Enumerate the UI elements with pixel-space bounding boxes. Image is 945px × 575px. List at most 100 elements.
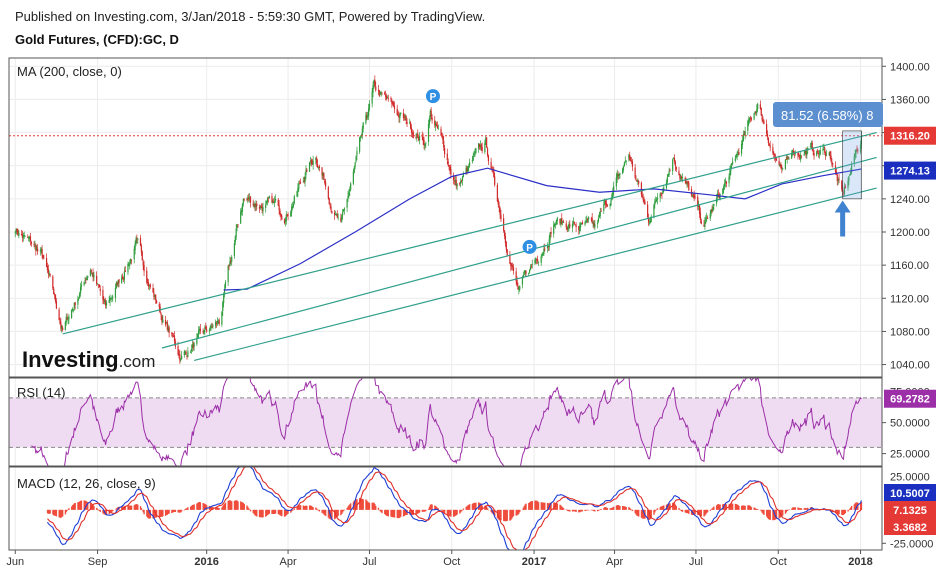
candle — [530, 264, 532, 269]
candle — [349, 186, 351, 197]
candle — [372, 81, 374, 98]
candle — [397, 110, 399, 117]
candle — [575, 222, 577, 232]
candle-body — [65, 316, 67, 323]
histogram-bar — [68, 508, 70, 510]
candle — [434, 115, 436, 128]
histogram-bar — [84, 500, 86, 510]
candle-body — [285, 214, 287, 222]
histogram-bar — [83, 500, 85, 510]
candle — [798, 152, 800, 158]
candle — [705, 215, 707, 225]
candle-body — [366, 116, 368, 117]
candle-body — [712, 206, 714, 211]
candle-body — [541, 254, 543, 256]
histogram-bar — [703, 509, 705, 517]
histogram-bar — [571, 509, 574, 512]
candle-body — [681, 176, 683, 179]
candle — [178, 349, 180, 359]
histogram-bar — [286, 509, 288, 515]
histogram-bar — [766, 509, 769, 518]
candle-body — [816, 151, 818, 156]
histogram-bar — [96, 507, 98, 510]
histogram-bar — [531, 500, 533, 510]
histogram-bar — [468, 504, 470, 510]
candle-body — [667, 174, 669, 177]
candle-body — [61, 327, 63, 330]
histogram-bar — [738, 505, 740, 510]
histogram-bar — [469, 504, 471, 510]
candle — [66, 313, 68, 321]
candle-body — [353, 167, 355, 173]
x-tick-label: 2016 — [194, 556, 218, 568]
candle — [164, 315, 167, 327]
candle — [479, 140, 481, 151]
candle — [403, 113, 405, 121]
candle — [762, 116, 764, 124]
candle-body — [410, 127, 413, 133]
candle-body — [847, 180, 849, 189]
candle-body — [331, 211, 333, 214]
candle-body — [308, 162, 311, 172]
candle — [84, 276, 86, 285]
histogram-bar — [148, 509, 151, 519]
candle-body — [391, 99, 393, 104]
histogram-bar — [396, 509, 398, 519]
candle — [734, 155, 736, 163]
candle-body — [831, 161, 833, 165]
histogram-bar — [452, 509, 455, 517]
histogram-bar — [133, 505, 135, 510]
histogram-bar — [490, 509, 492, 513]
candle — [354, 161, 356, 170]
candle — [256, 200, 258, 211]
candle-body — [312, 160, 314, 165]
candle — [799, 154, 801, 161]
candle — [208, 328, 210, 335]
candle-body — [54, 294, 56, 296]
candle-body — [403, 116, 405, 118]
candle-body — [475, 148, 477, 153]
candle — [503, 213, 505, 233]
histogram-bar — [393, 509, 396, 518]
histogram-bar — [842, 509, 844, 516]
histogram-bar — [481, 505, 483, 510]
candle — [455, 175, 457, 190]
candle-body — [459, 182, 461, 185]
candle — [246, 197, 248, 202]
candle — [96, 283, 99, 285]
candle — [650, 214, 652, 223]
candle-body — [202, 330, 204, 333]
candle — [537, 255, 539, 264]
candle — [35, 243, 37, 256]
candle — [737, 149, 739, 157]
histogram-bar — [799, 508, 801, 510]
histogram-bar — [198, 502, 200, 510]
candle-body — [849, 174, 851, 176]
candle — [725, 180, 727, 188]
candle — [753, 112, 755, 121]
candle — [356, 146, 358, 161]
candle-body — [410, 122, 412, 129]
histogram-bar — [512, 509, 515, 517]
candle-body — [516, 279, 518, 287]
candle-body — [290, 211, 292, 217]
candle-body — [122, 278, 125, 280]
candle — [669, 168, 671, 172]
candle-body — [252, 203, 254, 205]
candle-body — [706, 217, 708, 219]
candle-body — [575, 224, 577, 228]
candle — [130, 259, 133, 265]
candle-body — [750, 118, 753, 120]
candle-body — [66, 317, 68, 320]
candle-body — [775, 158, 778, 161]
candle — [396, 104, 398, 116]
histogram-bar — [675, 506, 677, 510]
candle-body — [385, 95, 388, 99]
histogram-bar — [390, 509, 392, 517]
candle — [400, 112, 402, 116]
candle — [298, 180, 300, 192]
candle-body — [198, 328, 201, 331]
candle-body — [224, 282, 227, 288]
histogram-bar — [630, 508, 632, 510]
